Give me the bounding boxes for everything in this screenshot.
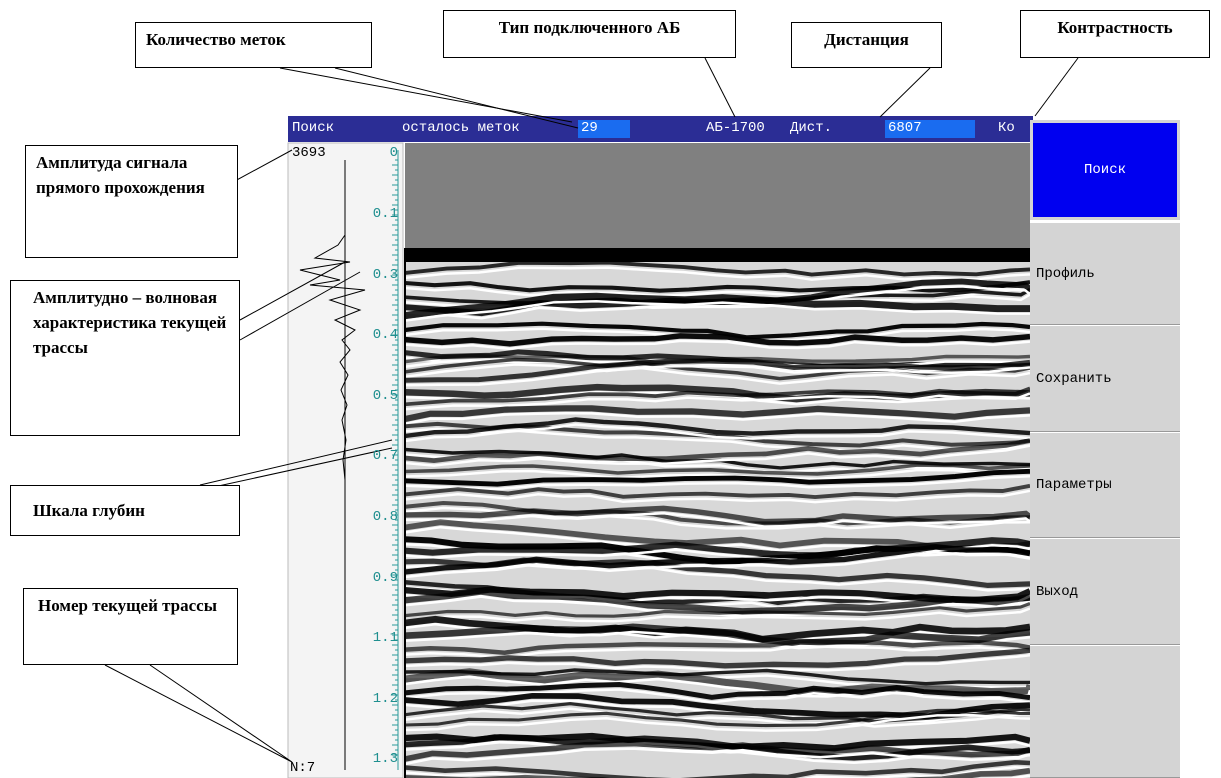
amplitude-value: 3693	[292, 145, 326, 161]
empty-panel	[1030, 645, 1180, 778]
depth-label: 0	[390, 145, 398, 161]
depth-label: 0.7	[373, 448, 398, 464]
status-battery: АБ-1700	[706, 120, 765, 136]
depth-label: 0.1	[373, 206, 398, 222]
callout-tail	[105, 665, 292, 762]
callout: Количество меток	[135, 22, 372, 68]
depth-label: 0.8	[373, 509, 398, 525]
depth-label: 1.1	[373, 630, 398, 646]
radargram-top	[405, 248, 1030, 262]
trace-number: N:7	[290, 760, 315, 776]
grey-area	[405, 143, 1030, 248]
status-mode: Поиск	[292, 120, 334, 136]
callout: Контрастность	[1020, 10, 1210, 58]
menu-button[interactable]: Поиск	[1030, 120, 1180, 220]
callout: Амплитуда сигнала прямого прохождения	[25, 145, 238, 258]
depth-label: 0.5	[373, 388, 398, 404]
callout: Шкала глубин	[10, 485, 240, 536]
menu-button[interactable]: Сохранить	[1030, 325, 1180, 432]
page: Количество меток Тип подключенного АБ Ди…	[0, 0, 1221, 778]
status-marks-value: 29	[581, 120, 598, 136]
menu-button[interactable]: Профиль	[1030, 222, 1180, 325]
menu-button[interactable]: Выход	[1030, 538, 1180, 645]
depth-label: 1.3	[373, 751, 398, 767]
depth-label: 1.2	[373, 691, 398, 707]
depth-label: 0.3	[373, 267, 398, 283]
status-marks-label: осталось меток	[402, 120, 520, 136]
depth-label: 0.9	[373, 570, 398, 586]
menu-button[interactable]: Параметры	[1030, 432, 1180, 538]
status-contrast: Ко	[998, 120, 1015, 136]
status-distance-value: 6807	[888, 120, 922, 136]
callout: Дистанция	[791, 22, 942, 68]
callout: Тип подключенного АБ	[443, 10, 736, 58]
callout: Амплитудно – волновая характеристика тек…	[10, 280, 240, 436]
status-distance-label: Дист.	[790, 120, 832, 136]
callout: Номер текущей трассы	[23, 588, 238, 665]
depth-label: 0.4	[373, 327, 398, 343]
